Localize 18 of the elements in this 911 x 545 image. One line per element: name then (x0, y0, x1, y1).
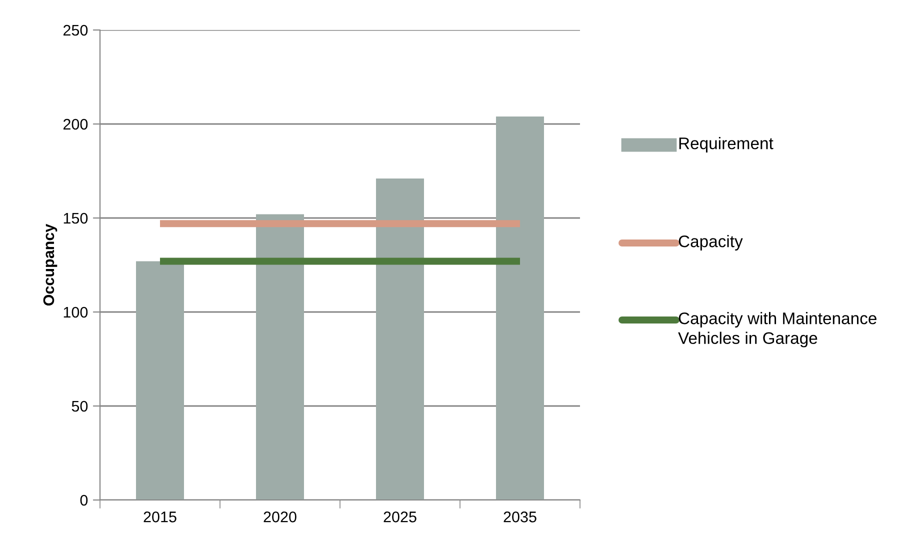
bar (136, 261, 184, 500)
y-tick-label: 100 (64, 306, 88, 318)
y-tick-label: 250 (63, 24, 88, 36)
bar (256, 214, 304, 500)
y-tick-label: 150 (64, 212, 88, 224)
x-tick-label: 2025 (384, 512, 416, 522)
legend-label: Requirement (679, 137, 774, 153)
y-axis-title: Occupancy (43, 224, 58, 306)
x-tick-label: 2035 (504, 512, 536, 522)
bar (376, 178, 424, 500)
y-tick-label: 0 (80, 494, 88, 506)
bar (496, 116, 544, 500)
x-tick-label: 2015 (144, 512, 176, 522)
y-tick-label: 50 (72, 400, 88, 412)
legend-label: Capacity with Maintenance Vehicles in Garage (678, 312, 876, 348)
x-tick-label: 2020 (264, 512, 296, 522)
y-tick-label: 200 (63, 118, 88, 130)
legend-label: Capacity (678, 235, 743, 251)
